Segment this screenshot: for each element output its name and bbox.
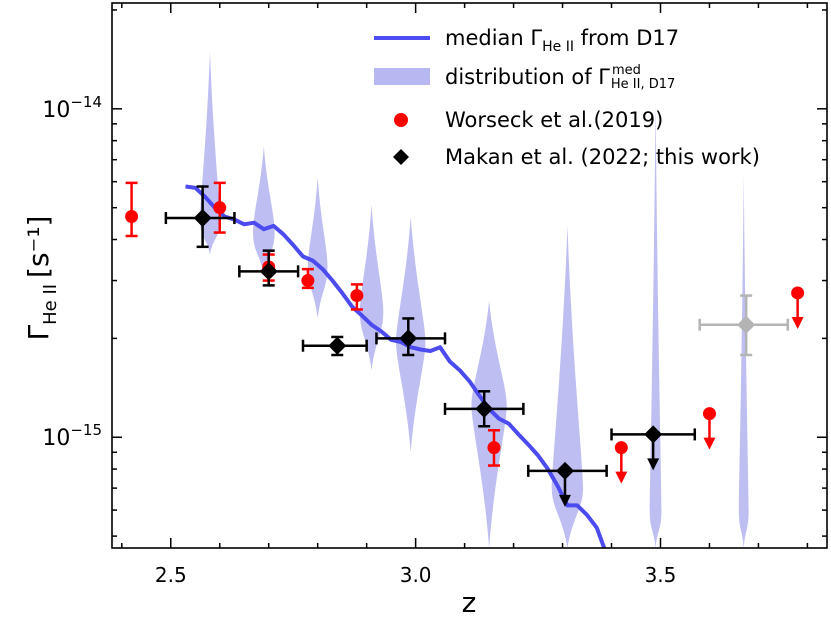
makan-point-2 [328, 336, 347, 355]
y-tick-label-exp-1: −14 [70, 93, 102, 111]
makan-point-5 [555, 461, 574, 480]
makan-point-6 [644, 425, 663, 444]
worseck-point-0 [125, 210, 139, 224]
y-axis-label-unit: [s⁻¹] [22, 215, 55, 277]
legend-marker-worseck-circle [394, 113, 408, 127]
legend-label-worseck: Worseck et al.(2019) [445, 108, 663, 132]
worseck-point-7-limit-head [703, 437, 716, 450]
worseck-point-8-limit-head [791, 316, 804, 329]
worseck-point-1 [213, 201, 227, 215]
plot-frame [111, 2, 828, 549]
makan-point-5-limit-head [558, 494, 571, 507]
median-curve-line [185, 184, 607, 548]
worseck-point-6-limit-head [615, 471, 628, 484]
y-axis-label: ΓHe II [s⁻¹] [22, 215, 61, 340]
makan-point-0 [193, 209, 212, 228]
y-tick-label-base-1: 10 [42, 98, 70, 123]
distribution-violin-8 [738, 174, 749, 548]
y-tick-label-exp-0: −15 [70, 421, 102, 439]
x-axis-label: z [462, 586, 477, 619]
plot-content [125, 50, 805, 548]
makan-point-4 [475, 399, 494, 418]
y-axis-label-sub: He II [40, 284, 61, 325]
makan-point-3 [399, 329, 418, 348]
worseck-point-5 [487, 441, 501, 455]
legend-label-makan: Makan et al. (2022; this work) [445, 145, 760, 169]
worseck-point-3 [301, 274, 315, 288]
y-tick-label-0: 10−15 [42, 421, 102, 451]
worseck-point-8 [791, 286, 805, 300]
makan-point-6-limit-head [647, 458, 660, 471]
x-tick-label-2: 3.5 [645, 563, 677, 587]
worseck-point-7 [702, 407, 716, 421]
y-axis-label-base: Γ [22, 325, 55, 341]
makan-point-7 [737, 315, 756, 334]
y-tick-label-1: 10−14 [42, 93, 102, 123]
worseck-point-4 [350, 289, 364, 303]
worseck-point-6 [614, 441, 628, 455]
y-tick-label-base-0: 10 [42, 426, 70, 451]
legend-label-median: median ΓHe II from D17 [445, 26, 679, 55]
x-tick-label-0: 2.5 [155, 563, 187, 587]
distribution-violin-1 [253, 146, 275, 276]
legend-marker-makan-diamond [393, 149, 409, 165]
makan-point-1 [259, 262, 278, 281]
x-tick-label-1: 3.0 [400, 563, 432, 587]
legend-marker-distribution-band [374, 68, 430, 85]
distribution-violin-5 [471, 300, 507, 548]
legend: median ΓHe II from D17 distribution of Γ… [374, 26, 760, 169]
